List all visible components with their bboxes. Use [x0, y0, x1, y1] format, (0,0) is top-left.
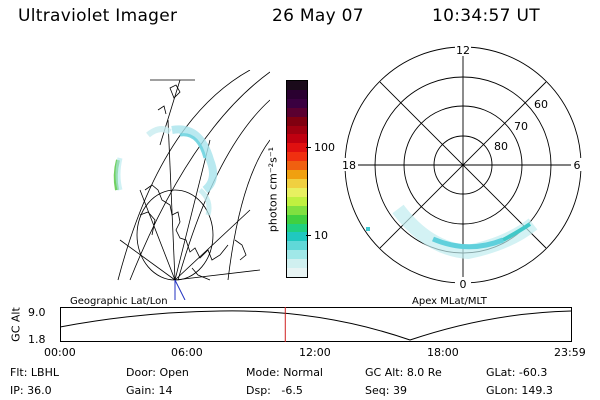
mlat-label-60: 60	[534, 98, 548, 111]
seq-value: 39	[392, 384, 407, 397]
colorbar-segment	[287, 241, 307, 251]
orbit-altitude-plot	[60, 307, 572, 342]
gc-alt-field: GC Alt: 8.0 Re	[365, 366, 442, 379]
ip-value: 36.0	[27, 384, 52, 397]
mode-field: Mode: Normal	[246, 366, 323, 379]
glon-value: 149.3	[521, 384, 553, 397]
gain-field: Gain: 14	[126, 384, 173, 397]
ip-field: IP: 36.0	[10, 384, 52, 397]
glat-field: GLat: -60.3	[486, 366, 547, 379]
colorbar-segment	[287, 125, 307, 135]
gain-label: Gain:	[126, 384, 155, 397]
colorbar-segment	[287, 143, 307, 153]
colorbar-tick-10: 10	[314, 229, 328, 242]
timeline-ylabel: GC Alt	[9, 307, 23, 342]
dsp-label: Dsp:	[246, 384, 271, 397]
mlt-label-0: 0	[460, 278, 467, 291]
seq-field: Seq: 39	[365, 384, 407, 397]
gain-value: 14	[158, 384, 173, 397]
timeline-xtick: 12:00	[299, 346, 331, 359]
colorbar-segment	[287, 116, 307, 126]
colorbar	[286, 80, 308, 278]
colorbar-segment	[287, 152, 307, 162]
filter-value: LBHL	[30, 366, 59, 379]
auroral-emission	[113, 125, 218, 216]
colorbar-segment	[287, 214, 307, 224]
auroral-oval	[366, 204, 538, 260]
gc-alt-value: 8.0 Re	[406, 366, 442, 379]
colorbar-segment	[287, 161, 307, 171]
mlt-label-12: 12	[456, 44, 470, 57]
dsp-field: Dsp: -6.5	[246, 384, 303, 397]
timeline-ytick-top: 9.0	[28, 306, 46, 319]
dsp-value: -6.5	[281, 384, 303, 397]
colorbar-tick-mark	[306, 147, 311, 148]
timeline-xtick: 18:00	[427, 346, 459, 359]
polar-caption: Apex MLat/MLT	[412, 296, 487, 307]
colorbar-segment	[287, 170, 307, 179]
instrument-title: Ultraviolet Imager	[18, 6, 178, 26]
colorbar-segment	[287, 223, 307, 233]
polar-mlat-mlt-panel: 12 0 18 6 60 70 80	[340, 44, 583, 291]
colorbar-segment	[287, 205, 307, 215]
gc-alt-label: GC Alt:	[365, 366, 404, 379]
colorbar-tick-100: 100	[314, 141, 335, 154]
mode-value: Normal	[283, 366, 323, 379]
altitude-curve	[60, 310, 572, 341]
colorbar-segment	[287, 250, 307, 260]
mode-label: Mode:	[246, 366, 280, 379]
door-value: Open	[159, 366, 189, 379]
mlat-label-70: 70	[514, 120, 528, 133]
geographic-map-panel	[113, 70, 270, 300]
door-field: Door: Open	[126, 366, 189, 379]
observation-date: 26 May 07	[272, 6, 364, 26]
timeline-xtick: 06:00	[171, 346, 203, 359]
timeline-xtick: 00:00	[44, 346, 76, 359]
mlat-label-80: 80	[494, 140, 508, 153]
door-label: Door:	[126, 366, 156, 379]
colorbar-unit-label: photon cm⁻²s⁻¹	[266, 146, 280, 233]
colorbar-segment	[287, 232, 307, 242]
track-line	[174, 279, 186, 300]
glat-value: -60.3	[518, 366, 548, 379]
colorbar-segment	[287, 187, 307, 197]
observation-time: 10:34:57 UT	[432, 6, 540, 26]
colorbar-segment	[287, 81, 307, 90]
mlt-label-6: 6	[574, 159, 581, 172]
colorbar-segment	[287, 196, 307, 206]
colorbar-segment	[287, 107, 307, 117]
filter-field: Flt: LBHL	[10, 366, 59, 379]
glon-field: GLon: 149.3	[486, 384, 553, 397]
mlt-label-18: 18	[342, 159, 356, 172]
colorbar-segment	[287, 134, 307, 144]
filter-label: Flt:	[10, 366, 28, 379]
ip-label: IP:	[10, 384, 24, 397]
colorbar-tick-mark	[306, 235, 311, 236]
colorbar-segment	[287, 178, 307, 188]
geographic-caption: Geographic Lat/Lon	[70, 296, 168, 307]
seq-label: Seq:	[365, 384, 390, 397]
colorbar-segment	[287, 259, 307, 269]
coastline	[139, 84, 247, 281]
colorbar-segment	[287, 98, 307, 108]
colorbar-segment	[287, 268, 307, 277]
timeline-ytick-bottom: 1.8	[28, 333, 46, 346]
glat-label: GLat:	[486, 366, 516, 379]
timeline-xtick: 23:59	[554, 346, 586, 359]
colorbar-segment	[287, 89, 307, 99]
plot-frame	[60, 307, 572, 342]
glon-label: GLon:	[486, 384, 518, 397]
